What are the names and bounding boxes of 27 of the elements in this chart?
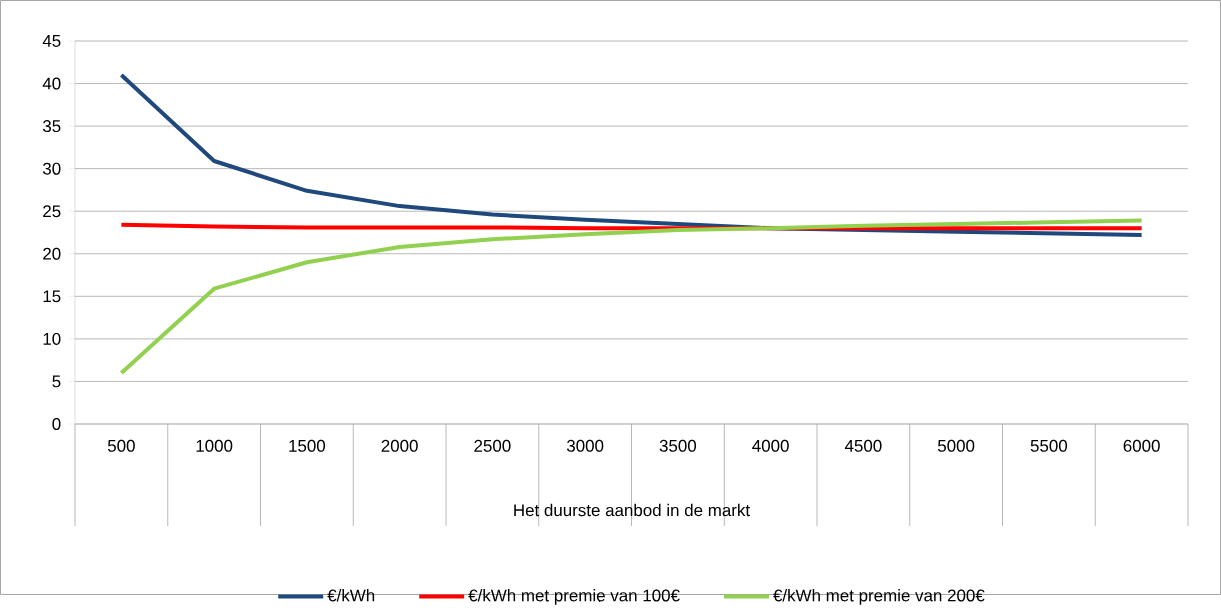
- y-tick-label: 45: [42, 35, 61, 47]
- x-tick-label: 2500: [474, 439, 511, 452]
- y-tick-label: 40: [42, 77, 61, 90]
- x-tick-label: 6000: [1123, 439, 1160, 452]
- x-tick-label: 500: [107, 439, 135, 452]
- x-tick-label: 4500: [844, 439, 882, 452]
- x-tick-label: 1500: [289, 439, 326, 452]
- y-tick-label: 30: [42, 162, 61, 175]
- line-series: [119, 218, 1144, 375]
- legend-label: €/kWh: [327, 589, 375, 602]
- x-tick-label: 3500: [659, 439, 697, 452]
- y-tick-label: 35: [42, 120, 61, 133]
- x-tick-label: 5500: [1030, 439, 1068, 452]
- x-tick-label: 1000: [196, 439, 233, 452]
- legend-label: €/kWh met premie van 100€: [468, 589, 680, 605]
- y-tick-label: 0: [52, 418, 61, 431]
- y-tick-label: 25: [43, 205, 61, 218]
- x-tick-label: 4000: [752, 439, 789, 452]
- y-tick-label: 5: [52, 375, 61, 388]
- x-axis-title: Het duurste aanbod in de markt: [514, 503, 750, 517]
- x-tick-label: 3000: [566, 439, 604, 452]
- x-tick-label: 2000: [381, 439, 418, 452]
- legend-label: €/kWh met premie van 200€: [773, 589, 985, 605]
- y-tick-label: 15: [43, 290, 61, 303]
- y-tick-label: 20: [43, 247, 61, 260]
- x-tick-label: 5000: [937, 439, 975, 452]
- y-tick-label: 10: [43, 332, 61, 345]
